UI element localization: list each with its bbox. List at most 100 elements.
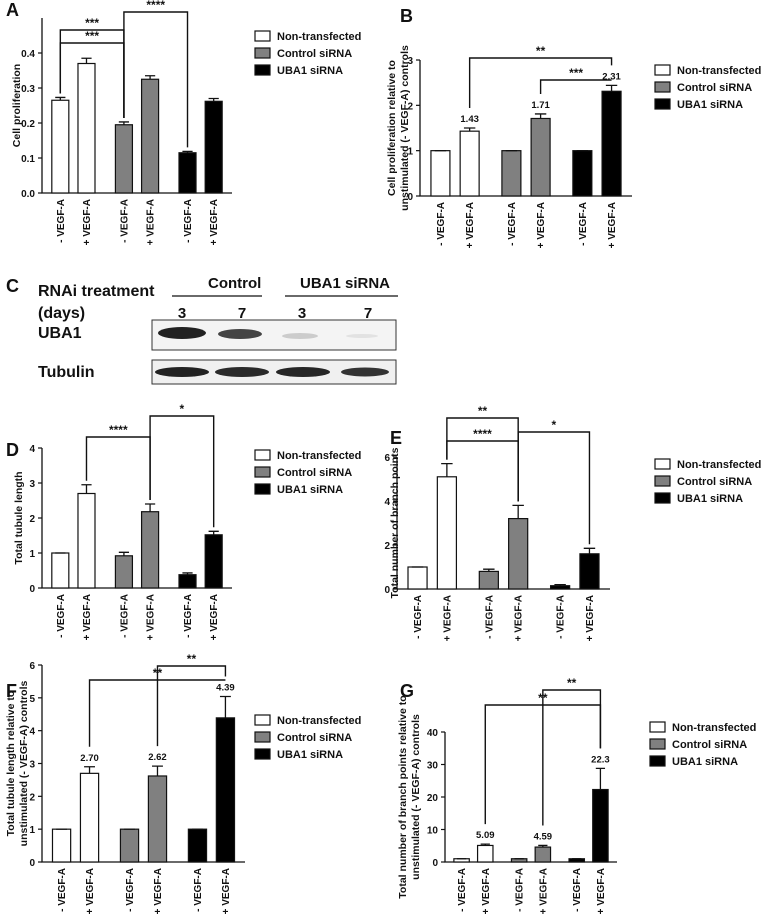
legend-swatch: [254, 714, 271, 726]
legend-swatch: [254, 64, 271, 76]
panel-letter: G: [400, 681, 414, 701]
y-tick-label: 0: [384, 585, 390, 596]
value-label: 22.3: [591, 754, 610, 765]
significance-label: ****: [473, 427, 492, 441]
x-tick-label: + VEGF-A: [85, 868, 96, 914]
error-bar: [463, 127, 476, 132]
x-tick-label: + VEGF-A: [209, 594, 220, 640]
band: [158, 327, 206, 339]
y-axis-title: Cell proliferation: [11, 64, 23, 147]
value-label: 4.59: [534, 831, 553, 842]
error-bar: [595, 767, 606, 790]
row-label: UBA1: [38, 325, 82, 342]
bar: [549, 585, 571, 590]
y-tick-label: 0: [29, 584, 35, 595]
y-tick-label: 0: [432, 858, 438, 869]
y-tick-label: 0: [29, 858, 35, 869]
y-tick-label: 2: [29, 514, 35, 525]
y-tick-label: 6: [384, 453, 390, 464]
error-bar: [152, 765, 163, 776]
value-label: 1.71: [531, 100, 550, 111]
x-tick-label: + VEGF-A: [538, 868, 549, 914]
x-tick-label: - VEGF-A: [578, 202, 589, 246]
x-tick-label: - VEGF-A: [56, 594, 67, 638]
significance-label: ****: [146, 0, 165, 12]
bar: [592, 788, 609, 863]
x-tick-label: - VEGF-A: [193, 868, 204, 912]
y-axis-title: unstimulated (- VEGF-A) controls: [410, 714, 422, 880]
row-header: RNAi treatment: [38, 283, 155, 300]
legend-swatch: [654, 458, 671, 470]
axis: [396, 457, 610, 590]
significance-label: **: [536, 44, 546, 58]
legend-label: UBA1 siRNA: [677, 493, 743, 505]
legend-swatch: [254, 449, 271, 461]
y-tick-label: 0.0: [21, 189, 35, 200]
day-label: 3: [298, 305, 306, 322]
legend-label: Non-transfected: [672, 722, 756, 734]
error-bar: [81, 484, 92, 494]
y-tick-label: 10: [427, 826, 439, 837]
y-tick-label: 30: [427, 761, 439, 772]
legend-label: UBA1 siRNA: [677, 99, 743, 111]
day-label: 7: [364, 305, 372, 322]
x-tick-label: - VEGF-A: [556, 595, 567, 639]
bar: [601, 90, 622, 197]
panel-letter: E: [390, 428, 402, 448]
error-bar: [480, 843, 490, 846]
y-tick-label: 0.1: [21, 154, 35, 165]
x-tick-label: - VEGF-A: [56, 199, 67, 243]
legend-swatch: [649, 738, 666, 750]
x-tick-label: + VEGF-A: [536, 202, 547, 248]
legend-label: Control siRNA: [677, 476, 752, 488]
bar: [140, 511, 160, 589]
legend-swatch: [654, 475, 671, 487]
bar: [51, 828, 72, 863]
band: [346, 334, 378, 338]
legend-label: Non-transfected: [277, 31, 361, 43]
significance-bracket: [156, 665, 227, 747]
bar: [77, 62, 96, 194]
row-header: (days): [38, 305, 85, 322]
x-tick-label: - VEGF-A: [413, 595, 424, 639]
error-bar: [554, 583, 566, 586]
legend-label: Control siRNA: [277, 48, 352, 60]
legend-label: UBA1 siRNA: [277, 65, 343, 77]
significance-bracket: [149, 415, 215, 528]
x-tick-label: + VEGF-A: [607, 202, 618, 248]
significance-bracket: [539, 79, 612, 94]
y-axis-title: Cell proliferation relative to: [386, 60, 398, 196]
x-tick-label: - VEGF-A: [119, 594, 130, 638]
bar: [478, 570, 499, 590]
y-tick-label: 0.3: [21, 84, 35, 95]
y-tick-label: 0.2: [21, 119, 35, 130]
legend-label: UBA1 siRNA: [277, 484, 343, 496]
legend-swatch: [654, 81, 671, 93]
y-tick-label: 3: [407, 56, 413, 67]
significance-label: ***: [569, 66, 583, 80]
error-bar: [512, 504, 524, 519]
legend-swatch: [649, 755, 666, 767]
bar: [187, 828, 208, 863]
value-label: 2.31: [602, 71, 621, 82]
y-axis-title: Total tubule length: [13, 471, 25, 564]
legend-label: Non-transfected: [677, 459, 761, 471]
legend-label: Control siRNA: [672, 739, 747, 751]
error-bar: [441, 462, 453, 477]
significance-bracket: [542, 689, 602, 826]
y-tick-label: 2: [29, 792, 35, 803]
x-tick-label: - VEGF-A: [183, 199, 194, 243]
bar: [51, 99, 70, 194]
significance-label: *: [180, 402, 185, 416]
error-bar: [182, 572, 193, 575]
bar: [147, 775, 168, 863]
panel-letter: A: [6, 0, 19, 20]
x-tick-label: - VEGF-A: [572, 868, 583, 912]
y-tick-label: 2: [407, 101, 413, 112]
bar: [77, 492, 96, 589]
x-tick-label: + VEGF-A: [514, 595, 525, 641]
y-tick-label: 0.4: [21, 49, 35, 60]
bar: [534, 846, 552, 863]
y-tick-label: 3: [29, 760, 35, 771]
legend-swatch: [654, 492, 671, 504]
